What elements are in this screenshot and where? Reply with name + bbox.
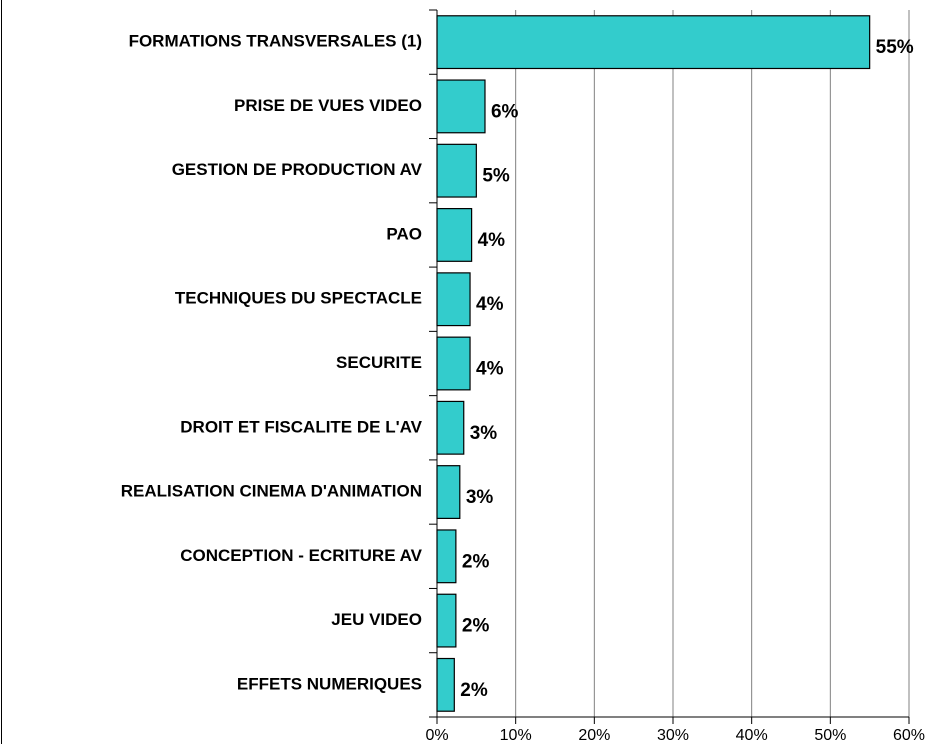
- y-tick-label: CONCEPTION - ECRITURE AV: [180, 546, 422, 565]
- bar: [436, 143, 477, 198]
- bar: [436, 336, 471, 391]
- y-tick-label: PAO: [386, 224, 422, 243]
- y-tick-label: GESTION DE PRODUCTION AV: [172, 160, 423, 179]
- y-tick-label: FORMATIONS TRANSVERSALES (1): [129, 32, 422, 51]
- x-tick-label: 60%: [893, 727, 925, 744]
- x-tick-label: 40%: [736, 727, 768, 744]
- bar: [436, 593, 457, 648]
- y-tick-label: EFFETS NUMERIQUES: [237, 674, 422, 693]
- x-tick-label: 10%: [500, 727, 532, 744]
- y-tick-label: PRISE DE VUES VIDEO: [234, 96, 422, 115]
- bar: [436, 15, 871, 70]
- bar: [436, 79, 486, 134]
- value-label: 6%: [491, 101, 519, 122]
- bar: [436, 465, 461, 519]
- value-label: 2%: [462, 551, 490, 572]
- bar: [436, 400, 465, 455]
- value-label: 3%: [466, 487, 494, 508]
- x-tick-label: 50%: [814, 727, 846, 744]
- value-label: 55%: [876, 37, 914, 58]
- x-tick-label: 20%: [578, 727, 610, 744]
- y-tick-label: TECHNIQUES DU SPECTACLE: [175, 289, 422, 308]
- value-label: 2%: [462, 616, 490, 637]
- value-label: 2%: [460, 680, 488, 701]
- bar: [436, 529, 457, 584]
- value-label: 4%: [478, 230, 506, 251]
- bar: [436, 208, 473, 262]
- value-label: 4%: [476, 294, 504, 315]
- bar: [436, 272, 471, 327]
- y-tick-label: DROIT ET FISCALITE DE L'AV: [180, 417, 422, 436]
- bar: [436, 657, 455, 712]
- y-tick-label: REALISATION CINEMA D'ANIMATION: [121, 482, 422, 501]
- x-tick-label: 0%: [425, 727, 448, 744]
- value-label: 3%: [470, 423, 498, 444]
- x-tick-label: 30%: [657, 727, 689, 744]
- y-tick-label: JEU VIDEO: [331, 610, 422, 629]
- value-label: 5%: [482, 166, 510, 187]
- value-label: 4%: [476, 359, 504, 380]
- y-tick-label: SECURITE: [336, 353, 422, 372]
